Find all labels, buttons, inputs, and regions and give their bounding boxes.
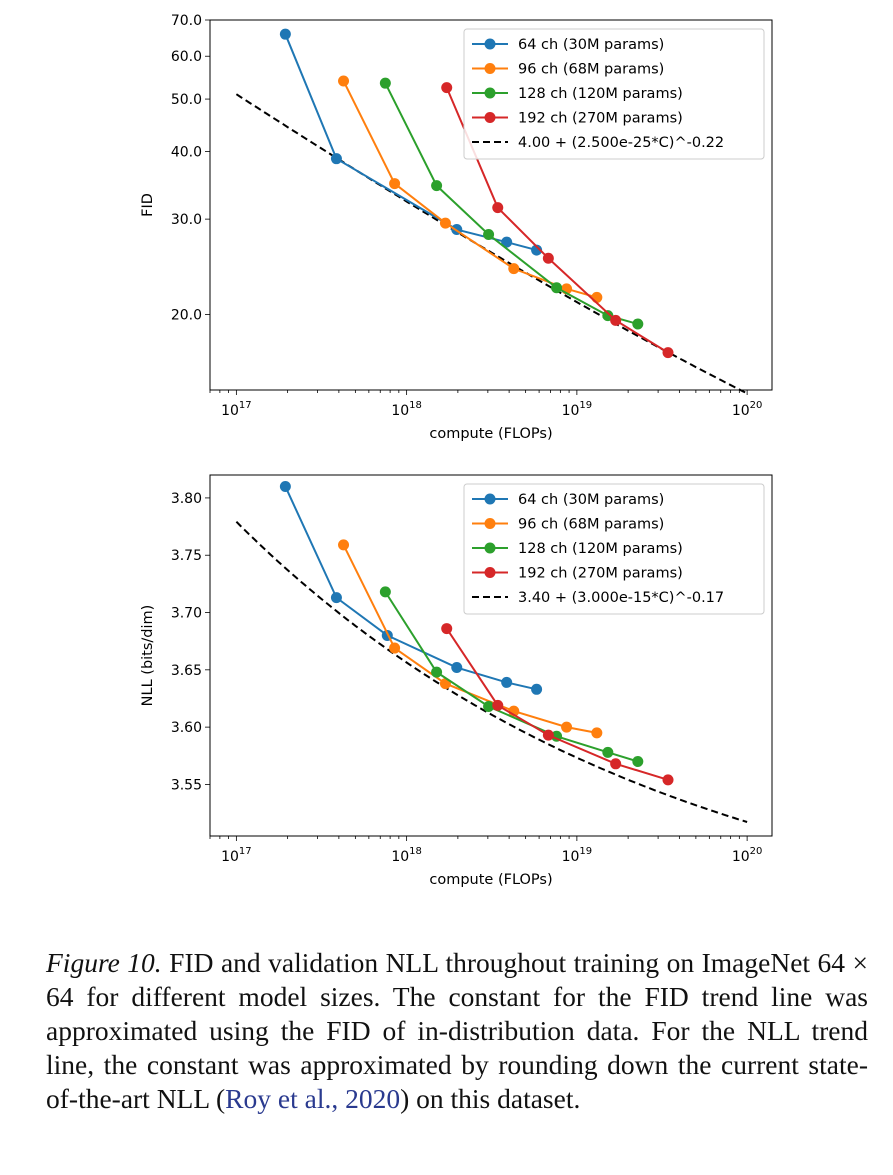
- plot-frame: [209, 474, 773, 837]
- data-point: [492, 202, 504, 214]
- data-point: [508, 263, 520, 275]
- data-point: [441, 623, 453, 635]
- x-tick-label: 1020: [732, 846, 763, 865]
- data-point: [379, 77, 391, 89]
- data-point: [431, 180, 443, 192]
- data-point: [483, 229, 495, 241]
- data-point: [531, 683, 543, 695]
- nll-chart: 1017 1018 1019 1020 3.55 3.60 3.65 3.70 3.75 3.80…: [140, 474, 773, 888]
- y-tick-label: 70.0: [171, 13, 202, 29]
- data-point: [501, 676, 513, 688]
- data-point: [551, 282, 563, 294]
- data-point: [561, 721, 573, 733]
- x-tick-label: 1020: [732, 400, 763, 419]
- x-axis-label: compute (FLOPs): [429, 426, 552, 442]
- data-point: [591, 727, 603, 739]
- data-point: [662, 774, 674, 786]
- data-point: [338, 75, 350, 87]
- data-point: [330, 592, 342, 604]
- trend-line: [235, 521, 748, 823]
- y-tick-label: 40.0: [171, 145, 202, 161]
- legend-label: 64 ch (30M params): [518, 492, 664, 508]
- y-tick-label: 20.0: [171, 307, 202, 323]
- caption-label: Figure 10.: [46, 947, 162, 978]
- data-point: [542, 252, 554, 264]
- y-axis-label: FID: [140, 193, 156, 217]
- data-point: [279, 480, 291, 492]
- legend-label: 4.00 + (2.500e-25*C)^-0.22: [518, 135, 724, 151]
- legend-marker: [484, 493, 496, 505]
- caption-text-end: ) on this dataset.: [400, 1083, 581, 1114]
- legend-marker: [484, 63, 496, 74]
- data-point: [431, 666, 443, 678]
- figure-caption: Figure 10. FID and validation NLL throug…: [46, 946, 868, 1116]
- x-tick-label: 1018: [391, 846, 422, 865]
- caption-text: FID and validation NLL throughout traini…: [46, 947, 869, 1114]
- legend-label: 3.40 + (3.000e-15*C)^-0.17: [518, 590, 724, 606]
- y-tick-label: 3.65: [171, 663, 202, 679]
- x-tick-label: 1019: [562, 400, 593, 419]
- fid-chart: 1017 1018 1019 1020 20.0 30.0 40.0 50.0 60.0 70.0…: [140, 13, 773, 442]
- legend-label: 96 ch (68M params): [518, 62, 664, 78]
- data-point: [451, 662, 463, 674]
- plot-frame: [209, 19, 773, 391]
- data-point: [610, 758, 622, 770]
- legend-marker: [484, 518, 496, 529]
- data-point: [389, 178, 401, 190]
- data-point: [330, 153, 342, 165]
- y-tick-label: 3.75: [171, 548, 202, 564]
- data-point: [439, 217, 451, 229]
- data-point: [501, 236, 513, 248]
- legend-box: [463, 483, 765, 615]
- data-point: [441, 82, 453, 94]
- data-point: [483, 700, 495, 712]
- y-axis-label: NLL (bits/dim): [140, 605, 156, 707]
- data-point: [591, 291, 603, 303]
- x-axis-label: compute (FLOPs): [429, 872, 552, 888]
- legend-label: 96 ch (68M params): [518, 517, 664, 533]
- legend-label: 192 ch (270M params): [518, 566, 683, 582]
- citation-link[interactable]: Roy et al., 2020: [225, 1083, 401, 1114]
- data-point: [338, 539, 350, 551]
- y-tick-label: 60.0: [171, 49, 202, 65]
- data-point: [531, 244, 543, 256]
- data-point: [492, 699, 504, 711]
- y-tick-label: 50.0: [171, 92, 202, 108]
- legend-marker: [484, 38, 496, 50]
- legend-marker: [484, 542, 496, 554]
- y-tick-label: 3.55: [171, 777, 202, 793]
- data-point: [662, 347, 674, 359]
- data-point: [542, 729, 554, 741]
- y-tick-label: 3.80: [171, 491, 202, 507]
- legend-label: 128 ch (120M params): [518, 541, 683, 557]
- legend-marker: [484, 112, 496, 123]
- x-tick-label: 1018: [391, 400, 422, 419]
- data-point: [389, 642, 401, 654]
- data-point: [379, 586, 391, 598]
- data-point: [279, 28, 291, 40]
- legend-label: 192 ch (270M params): [518, 111, 683, 127]
- data-point: [602, 746, 614, 758]
- data-point: [632, 756, 644, 768]
- data-point: [632, 318, 644, 330]
- legend-box: [463, 28, 765, 160]
- legend-label: 64 ch (30M params): [518, 37, 664, 53]
- y-tick-label: 3.70: [171, 606, 202, 622]
- x-tick-label: 1017: [221, 846, 252, 865]
- y-tick-label: 3.60: [171, 720, 202, 736]
- legend-label: 128 ch (120M params): [518, 86, 683, 102]
- legend-marker: [484, 567, 496, 578]
- legend-marker: [484, 87, 496, 99]
- x-tick-label: 1019: [562, 846, 593, 865]
- x-tick-label: 1017: [221, 400, 252, 419]
- y-tick-label: 30.0: [171, 212, 202, 228]
- data-point: [610, 314, 622, 326]
